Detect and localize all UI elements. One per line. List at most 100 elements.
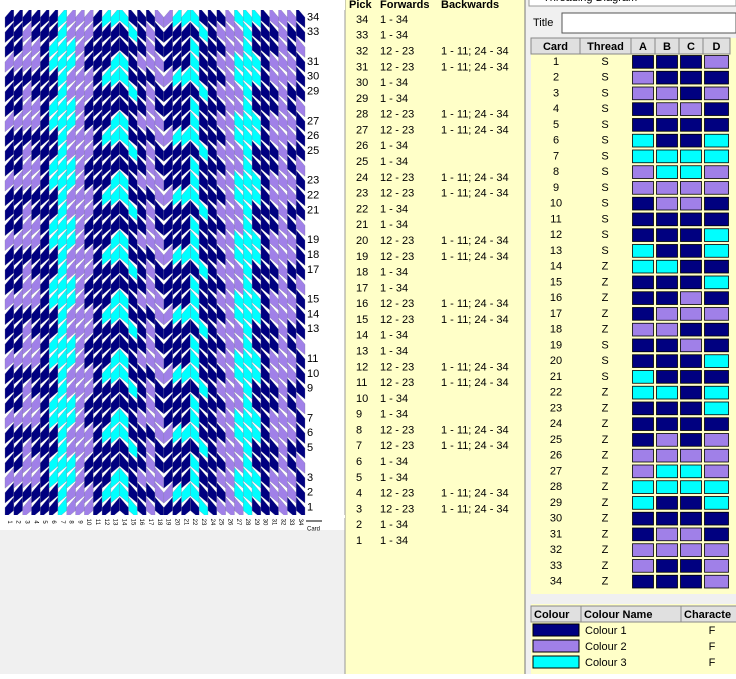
card-number: 32: [550, 544, 562, 556]
pattern-mask: [0, 0, 345, 10]
hole-colour: [656, 165, 678, 179]
card-label: 6: [50, 520, 56, 524]
pick-forwards: 1 - 34: [380, 156, 408, 168]
hole-colour: [680, 275, 702, 290]
hole-colour: [632, 196, 654, 211]
pick-number: 33: [356, 30, 368, 42]
thread-direction: S: [601, 355, 608, 367]
card-number: 31: [550, 528, 562, 540]
hole-colour: [632, 480, 654, 494]
card-label: 22: [191, 519, 197, 526]
hole-colour: [680, 196, 702, 211]
hole-colour: [656, 338, 678, 353]
row-label: 27: [307, 115, 319, 127]
card-number: 5: [553, 119, 559, 131]
card-label: 24: [209, 519, 215, 526]
pick-number: 3: [356, 503, 362, 515]
pick-forwards: 12 - 23: [380, 503, 414, 515]
card-number: 7: [553, 150, 559, 162]
pick-number: 15: [356, 314, 368, 326]
hole-colour: [704, 385, 729, 400]
pick-number: 27: [356, 124, 368, 136]
colour-swatch: [532, 623, 580, 637]
hole-colour: [632, 433, 654, 447]
weave-cell: [296, 214, 306, 237]
window-title: Threading Diagram: [543, 0, 637, 4]
hole-colour: [656, 354, 678, 368]
hole-colour: [632, 86, 654, 101]
pick-backwards: 1 - 11; 24 - 34: [441, 251, 509, 263]
hole-colour: [632, 70, 654, 85]
pick-forwards: 1 - 34: [380, 14, 408, 26]
thread-direction: Z: [602, 387, 609, 399]
title-input[interactable]: [561, 12, 736, 34]
card-number: 24: [550, 418, 562, 430]
weave-cell: [296, 467, 306, 489]
pick-forwards: 1 - 34: [380, 77, 408, 89]
hole-colour: [656, 244, 678, 258]
hole-colour: [656, 496, 678, 510]
thread-direction: Z: [602, 497, 609, 509]
row-label: 5: [307, 442, 313, 454]
hole-colour: [680, 433, 702, 447]
row-label: 9: [307, 383, 313, 395]
column-header-text: C: [687, 41, 695, 53]
thread-direction: Z: [602, 450, 609, 462]
hole-colour: [704, 102, 729, 116]
hole-colour: [680, 55, 702, 69]
hole-colour: [704, 244, 729, 258]
hole-colour: [632, 448, 654, 463]
card-label: 11: [94, 519, 100, 526]
card-label: 3: [23, 520, 29, 524]
pick-backwards: 1 - 11; 24 - 34: [441, 298, 509, 310]
weave-cell: [296, 363, 306, 385]
pick-number: 34: [356, 14, 368, 26]
hole-colour: [704, 165, 729, 179]
weave-cell: [296, 95, 306, 118]
hole-colour: [704, 448, 729, 463]
pick-forwards: 1 - 34: [380, 472, 408, 484]
card-label: 4: [32, 520, 38, 524]
card-label: 14: [121, 519, 127, 526]
row-label: 21: [307, 204, 319, 216]
pick-forwards: 12 - 23: [380, 361, 414, 373]
hole-colour: [656, 527, 678, 542]
hole-colour: [680, 543, 702, 557]
pick-backwards: 1 - 11; 24 - 34: [441, 377, 509, 389]
hole-colour: [656, 212, 678, 227]
pick-backwards: 1 - 11; 24 - 34: [441, 61, 509, 73]
pick-forwards: 1 - 34: [380, 393, 408, 405]
pick-number: 25: [356, 156, 368, 168]
hole-colour: [656, 401, 678, 416]
hole-colour: [704, 480, 729, 494]
colour-name: Colour 1: [585, 625, 627, 637]
hole-colour: [680, 574, 702, 589]
hole-colour: [704, 559, 729, 573]
pattern-mask: [0, 515, 345, 518]
card-number: 28: [550, 481, 562, 493]
weave-cell: [296, 333, 306, 355]
pick-number: 7: [356, 440, 362, 452]
pick-number: 29: [356, 93, 368, 105]
hole-colour: [632, 244, 654, 258]
hole-colour: [632, 118, 654, 132]
thread-direction: Z: [602, 402, 609, 414]
card-number: 1: [553, 56, 559, 68]
hole-colour: [632, 291, 654, 305]
weave-cell: [296, 170, 306, 192]
hole-colour: [632, 165, 654, 179]
hole-colour: [632, 496, 654, 510]
colour-name: Colour 3: [585, 657, 627, 669]
hole-colour: [680, 149, 702, 164]
row-label: 2: [307, 487, 313, 499]
pick-forwards: 12 - 23: [380, 188, 414, 200]
hole-colour: [680, 338, 702, 353]
card-label: 34: [297, 519, 303, 526]
hole-colour: [704, 543, 729, 557]
pick-forwards: 12 - 23: [380, 109, 414, 121]
hole-colour: [632, 354, 654, 368]
colour-header-text: Colour Name: [584, 609, 652, 621]
hole-colour: [656, 181, 678, 195]
pick-number: 5: [356, 472, 362, 484]
thread-direction: Z: [602, 560, 609, 572]
